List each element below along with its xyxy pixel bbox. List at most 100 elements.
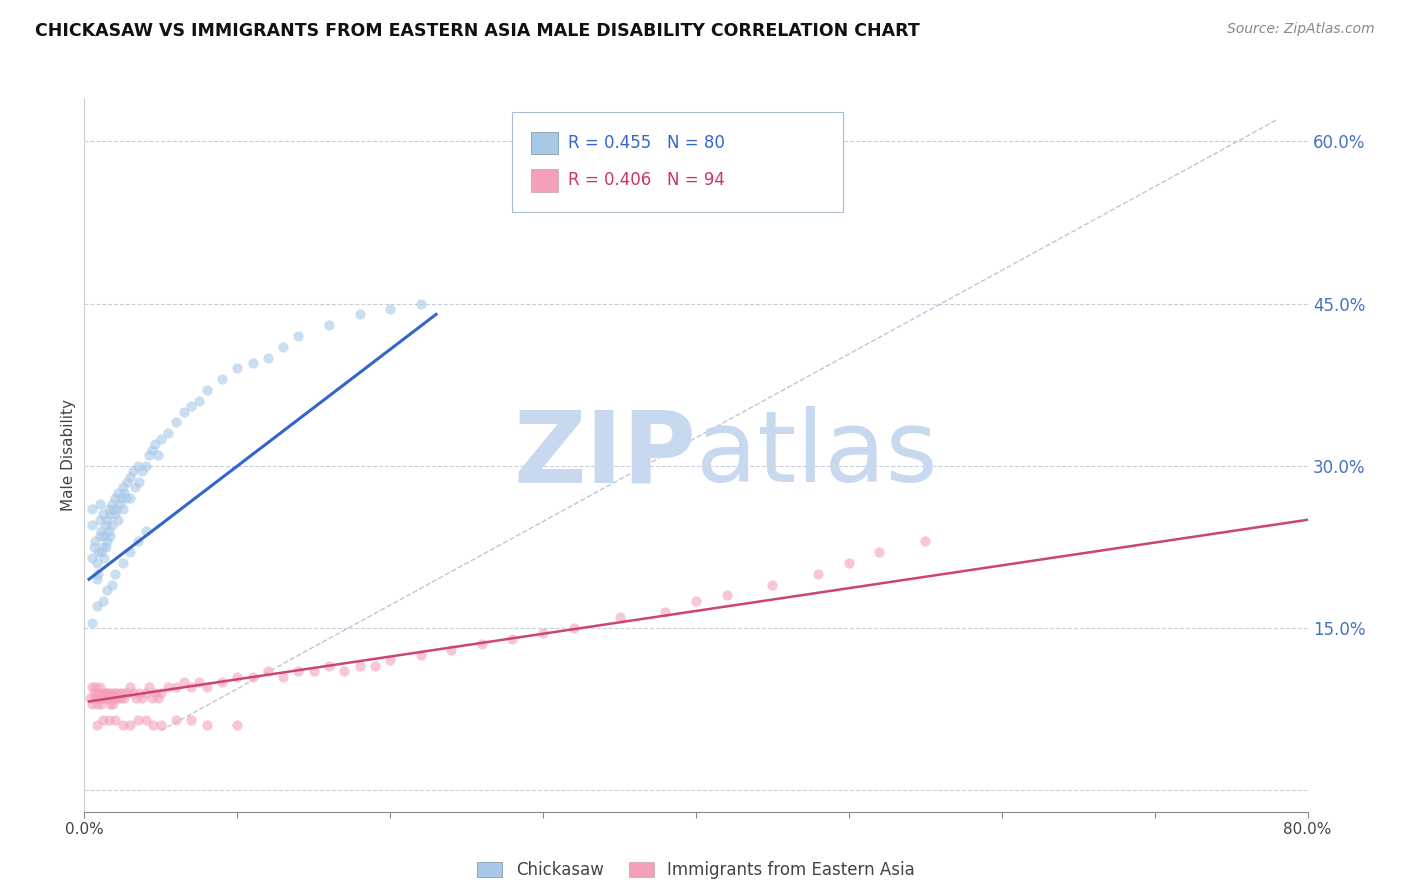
Point — [103, 697, 125, 711]
Point — [609, 610, 631, 624]
Point — [349, 307, 371, 321]
Point — [807, 566, 830, 581]
Point — [531, 626, 554, 640]
Point — [440, 642, 463, 657]
Point — [105, 686, 128, 700]
FancyBboxPatch shape — [531, 132, 558, 154]
Point — [333, 664, 356, 678]
Point — [91, 686, 114, 700]
Point — [128, 686, 150, 700]
Point — [94, 686, 117, 700]
Point — [87, 545, 110, 559]
Point — [165, 681, 187, 695]
Point — [180, 681, 202, 695]
Point — [112, 485, 135, 500]
Point — [98, 697, 121, 711]
Point — [114, 491, 136, 505]
Point — [84, 534, 107, 549]
Point — [111, 686, 134, 700]
Point — [83, 686, 105, 700]
Point — [94, 540, 117, 554]
Point — [165, 713, 187, 727]
Point — [124, 480, 146, 494]
Point — [104, 686, 127, 700]
Point — [188, 393, 211, 408]
Point — [101, 691, 124, 706]
Point — [135, 524, 157, 538]
Point — [110, 691, 132, 706]
Point — [108, 686, 131, 700]
Point — [211, 675, 233, 690]
Point — [91, 691, 114, 706]
Point — [380, 301, 402, 316]
Point — [135, 458, 157, 473]
Point — [89, 497, 111, 511]
Text: R = 0.455   N = 80: R = 0.455 N = 80 — [568, 134, 724, 152]
Point — [318, 658, 340, 673]
Point — [195, 383, 218, 397]
Point — [89, 681, 111, 695]
Point — [157, 426, 180, 441]
Point — [146, 691, 169, 706]
Point — [562, 621, 585, 635]
Point — [127, 458, 149, 473]
Point — [80, 681, 103, 695]
Point — [98, 529, 121, 543]
Point — [122, 464, 145, 478]
Point — [318, 318, 340, 333]
Point — [242, 356, 264, 370]
Point — [226, 361, 249, 376]
FancyBboxPatch shape — [531, 169, 558, 192]
Point — [173, 405, 195, 419]
Point — [111, 556, 134, 570]
Point — [685, 594, 707, 608]
Point — [143, 437, 166, 451]
Point — [125, 691, 148, 706]
Point — [409, 648, 432, 662]
Point — [409, 296, 432, 310]
Point — [654, 605, 676, 619]
Point — [93, 550, 115, 565]
Point — [96, 534, 118, 549]
Point — [838, 556, 860, 570]
Point — [104, 491, 127, 505]
Point — [869, 545, 891, 559]
Point — [87, 686, 110, 700]
Point — [914, 534, 936, 549]
Point — [180, 399, 202, 413]
Point — [101, 686, 124, 700]
Point — [380, 653, 402, 667]
Point — [165, 416, 187, 430]
Point — [86, 599, 108, 614]
Point — [96, 513, 118, 527]
Point — [103, 502, 125, 516]
Point — [101, 518, 124, 533]
Point — [90, 545, 112, 559]
Point — [84, 681, 107, 695]
Point — [110, 491, 132, 505]
Point — [80, 550, 103, 565]
Point — [716, 589, 738, 603]
Point — [141, 442, 163, 457]
Point — [120, 718, 142, 732]
Point — [83, 540, 105, 554]
Point — [90, 697, 112, 711]
Point — [91, 594, 114, 608]
Point — [287, 664, 309, 678]
Point — [104, 713, 127, 727]
Point — [97, 502, 120, 516]
Point — [135, 686, 157, 700]
Point — [107, 691, 129, 706]
Point — [502, 632, 524, 646]
Point — [143, 686, 166, 700]
Point — [89, 513, 111, 527]
Point — [84, 691, 107, 706]
Point — [157, 681, 180, 695]
Point — [257, 351, 280, 365]
Point — [80, 697, 103, 711]
Point — [91, 713, 114, 727]
Point — [104, 566, 127, 581]
Text: CHICKASAW VS IMMIGRANTS FROM EASTERN ASIA MALE DISABILITY CORRELATION CHART: CHICKASAW VS IMMIGRANTS FROM EASTERN ASI… — [35, 22, 920, 40]
Point — [257, 664, 280, 678]
Point — [120, 469, 142, 483]
